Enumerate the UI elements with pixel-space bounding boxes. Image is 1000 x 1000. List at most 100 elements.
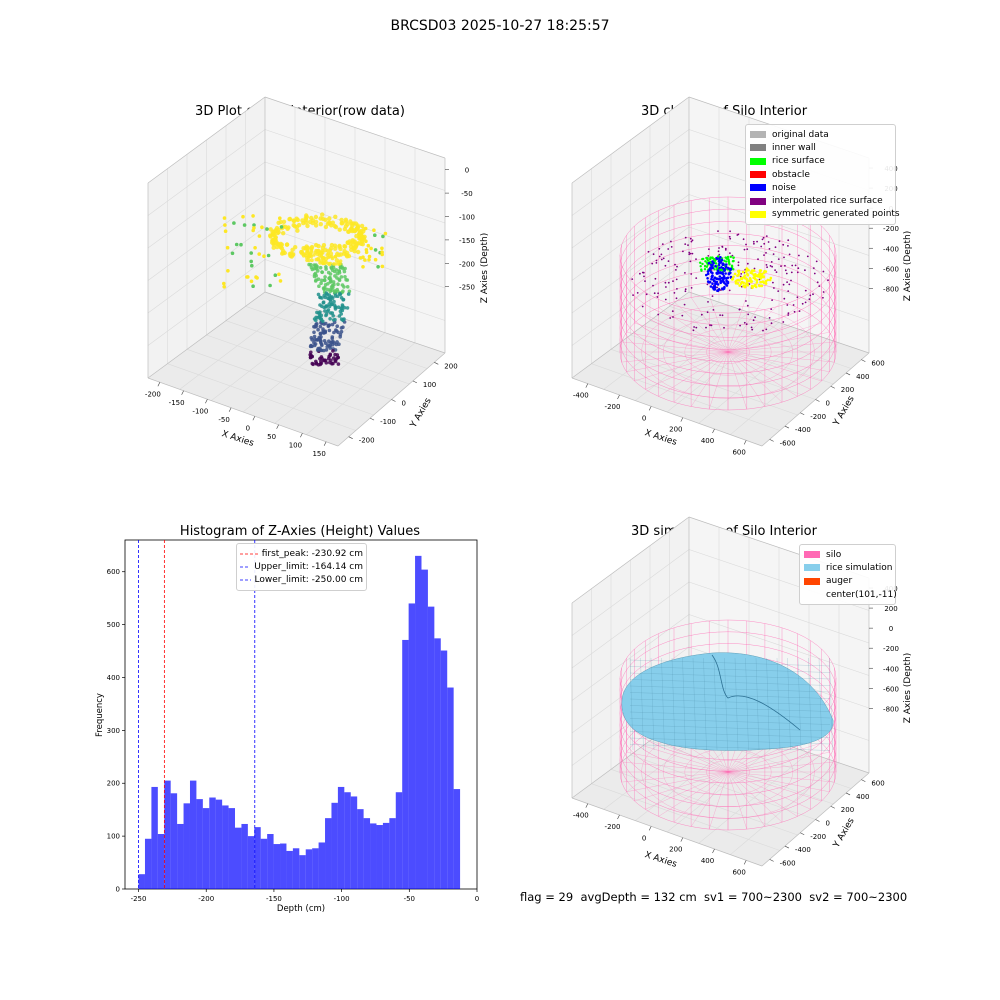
symmetric-point bbox=[762, 275, 765, 278]
data-point bbox=[319, 348, 324, 353]
interpolated-point bbox=[632, 294, 634, 296]
interpolated-point bbox=[684, 243, 687, 246]
data-point bbox=[310, 344, 314, 349]
symmetric-point bbox=[762, 281, 766, 285]
interpolated-point bbox=[690, 287, 693, 289]
symmetric-point bbox=[759, 269, 763, 272]
panel4-legend: silo rice simulation auger center(101,-1… bbox=[799, 544, 897, 606]
z-tick-label: -800 bbox=[883, 285, 899, 293]
histogram-threshold-lines bbox=[138, 540, 256, 889]
noise-point bbox=[711, 274, 714, 278]
interpolated-point bbox=[773, 287, 775, 289]
data-point bbox=[278, 241, 283, 247]
interpolated-point bbox=[710, 269, 713, 271]
grid-line bbox=[147, 194, 266, 281]
interpolated-point bbox=[707, 255, 710, 257]
interpolated-point bbox=[794, 264, 797, 267]
rice-surface-point bbox=[729, 255, 732, 258]
data-point bbox=[364, 248, 369, 252]
symmetric-point bbox=[757, 273, 760, 277]
symmetric-point bbox=[737, 273, 740, 277]
symmetric-point bbox=[749, 279, 752, 283]
data-point bbox=[300, 249, 304, 254]
rice-surface-point bbox=[705, 265, 709, 268]
data-point bbox=[300, 218, 305, 223]
data-point bbox=[344, 278, 348, 282]
data-point bbox=[287, 251, 293, 257]
noise-point bbox=[713, 284, 717, 288]
rice-surface-point bbox=[708, 261, 711, 264]
noise-point bbox=[724, 272, 727, 275]
grid-line bbox=[211, 312, 326, 401]
data-point bbox=[338, 252, 344, 257]
interpolated-point bbox=[718, 253, 721, 256]
data-point bbox=[313, 325, 317, 329]
data-point bbox=[367, 254, 372, 259]
data-point bbox=[359, 234, 365, 240]
rice-surface-point bbox=[724, 256, 727, 259]
symmetric-point bbox=[739, 282, 743, 286]
legend-swatch bbox=[750, 131, 766, 139]
data-point bbox=[268, 283, 272, 288]
interpolated-point bbox=[756, 240, 758, 243]
interpolated-point bbox=[636, 292, 639, 294]
interpolated-point bbox=[777, 258, 780, 260]
data-point bbox=[328, 289, 333, 294]
histogram-bar bbox=[241, 823, 248, 889]
data-point bbox=[273, 228, 278, 233]
data-point bbox=[329, 223, 334, 228]
data-point bbox=[331, 263, 336, 267]
interpolated-point bbox=[737, 233, 740, 236]
interpolated-point bbox=[770, 322, 773, 325]
data-point bbox=[380, 246, 384, 251]
interpolated-point bbox=[787, 314, 790, 316]
interpolated-point bbox=[770, 261, 773, 263]
noise-point bbox=[723, 268, 726, 272]
data-point bbox=[299, 249, 304, 255]
data-point bbox=[360, 242, 365, 247]
data-point bbox=[359, 239, 365, 244]
legend-swatch bbox=[750, 184, 766, 192]
surface-mesh-line bbox=[629, 705, 831, 712]
symmetric-point bbox=[752, 276, 756, 280]
data-point bbox=[336, 330, 340, 335]
symmetric-point bbox=[761, 280, 765, 283]
data-point bbox=[334, 268, 339, 272]
data-point bbox=[305, 258, 309, 263]
interpolated-point bbox=[763, 242, 766, 245]
data-point bbox=[223, 229, 228, 233]
histogram-bar bbox=[235, 827, 242, 889]
data-point bbox=[369, 246, 373, 251]
data-point bbox=[340, 306, 344, 311]
rice-surface-point bbox=[699, 265, 702, 268]
silo-spoke bbox=[645, 351, 729, 390]
data-point bbox=[307, 258, 311, 263]
interpolated-point bbox=[787, 290, 790, 292]
noise-point bbox=[711, 274, 714, 278]
rice-surface-point bbox=[718, 268, 722, 271]
data-point bbox=[313, 214, 319, 220]
interpolated-point bbox=[771, 265, 773, 268]
data-point bbox=[271, 242, 276, 247]
data-point bbox=[304, 214, 309, 220]
y-tick-label: -200 bbox=[810, 833, 826, 841]
rice-surface-point bbox=[727, 261, 731, 265]
data-point bbox=[344, 254, 350, 259]
interpolated-point bbox=[662, 257, 665, 260]
data-point bbox=[340, 308, 345, 313]
data-point bbox=[254, 275, 258, 279]
interpolated-point bbox=[812, 293, 814, 296]
data-point bbox=[271, 238, 276, 244]
interpolated-point bbox=[695, 326, 698, 329]
data-point bbox=[241, 214, 245, 219]
data-point bbox=[332, 243, 338, 248]
data-point bbox=[343, 219, 349, 224]
histogram-bar bbox=[325, 818, 332, 889]
data-point bbox=[305, 249, 310, 253]
data-point bbox=[275, 241, 280, 246]
interpolated-point bbox=[745, 300, 747, 302]
interpolated-point bbox=[809, 294, 812, 297]
panel1-ticks: -200-150-100-50050100150-200-10001002000… bbox=[145, 167, 475, 458]
data-point bbox=[281, 231, 286, 236]
data-point bbox=[337, 269, 342, 273]
